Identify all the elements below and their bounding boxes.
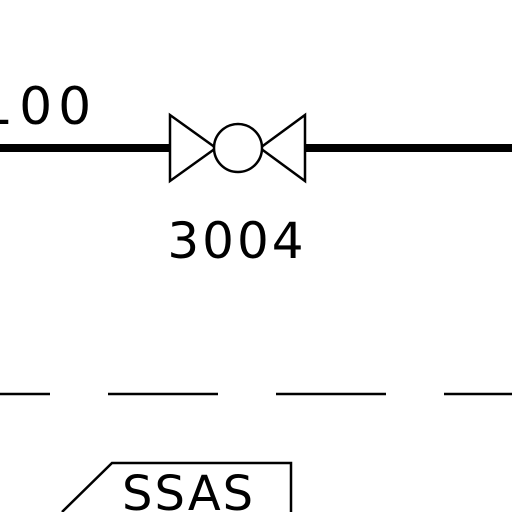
valve-stem-circle bbox=[212, 122, 264, 174]
gate-valve-icon[interactable] bbox=[168, 112, 307, 184]
valve-body-right bbox=[257, 112, 307, 184]
valve-tag-label: 3004 bbox=[167, 212, 306, 270]
valve-body-left bbox=[168, 112, 219, 184]
ssas-tag-label: SSAS bbox=[122, 466, 255, 512]
ssas-tag-outline bbox=[61, 461, 293, 512]
ssas-tag-box: SSAS bbox=[61, 461, 293, 512]
line-number-label: 100 bbox=[0, 77, 97, 137]
